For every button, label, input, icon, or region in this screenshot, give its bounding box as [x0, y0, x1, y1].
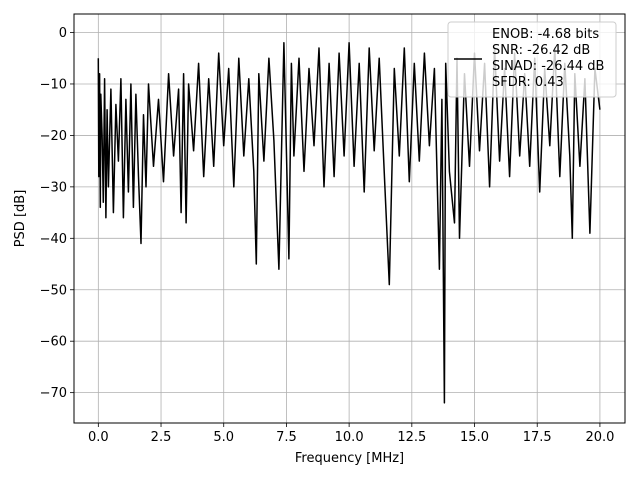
- y-tick-label: −10: [40, 77, 67, 92]
- x-tick-label: 15.0: [460, 430, 489, 445]
- y-tick-label: −30: [40, 180, 67, 195]
- x-axis: 0.0 2.5 5.0 7.5 10.0 12.5 15.0 17.5 20.0: [88, 423, 614, 445]
- y-tick-label: −50: [40, 283, 67, 298]
- y-axis: 0 −10 −20 −30 −40 −50 −60 −70: [40, 26, 74, 401]
- x-tick-label: 7.5: [276, 430, 297, 445]
- y-tick-label: −40: [40, 232, 67, 247]
- y-axis-label: PSD [dB]: [13, 190, 28, 248]
- x-tick-label: 2.5: [151, 430, 172, 445]
- y-tick-label: −60: [40, 335, 67, 350]
- legend-entry-snr: SNR: -26.42 dB: [492, 43, 590, 58]
- psd-line: [97, 42, 601, 404]
- x-tick-label: 12.5: [397, 430, 426, 445]
- y-tick-label: 0: [59, 26, 67, 41]
- x-tick-label: 20.0: [585, 430, 614, 445]
- legend-entry-enob: ENOB: -4.68 bits: [492, 27, 599, 42]
- y-tick-label: −70: [40, 386, 67, 401]
- x-axis-label: Frequency [MHz]: [295, 451, 404, 466]
- legend: ENOB: -4.68 bits SNR: -26.42 dB SINAD: -…: [447, 21, 617, 98]
- x-tick-label: 5.0: [213, 430, 234, 445]
- x-tick-label: 17.5: [523, 430, 552, 445]
- psd-series-line: [97, 42, 601, 404]
- y-tick-label: −20: [40, 129, 67, 144]
- x-tick-label: 0.0: [88, 430, 109, 445]
- legend-entry-sinad: SINAD: -26.44 dB: [492, 59, 604, 74]
- legend-box: [447, 21, 617, 98]
- legend-entry-sfdr: SFDR: 0.43: [492, 75, 564, 90]
- x-tick-label: 10.0: [335, 430, 364, 445]
